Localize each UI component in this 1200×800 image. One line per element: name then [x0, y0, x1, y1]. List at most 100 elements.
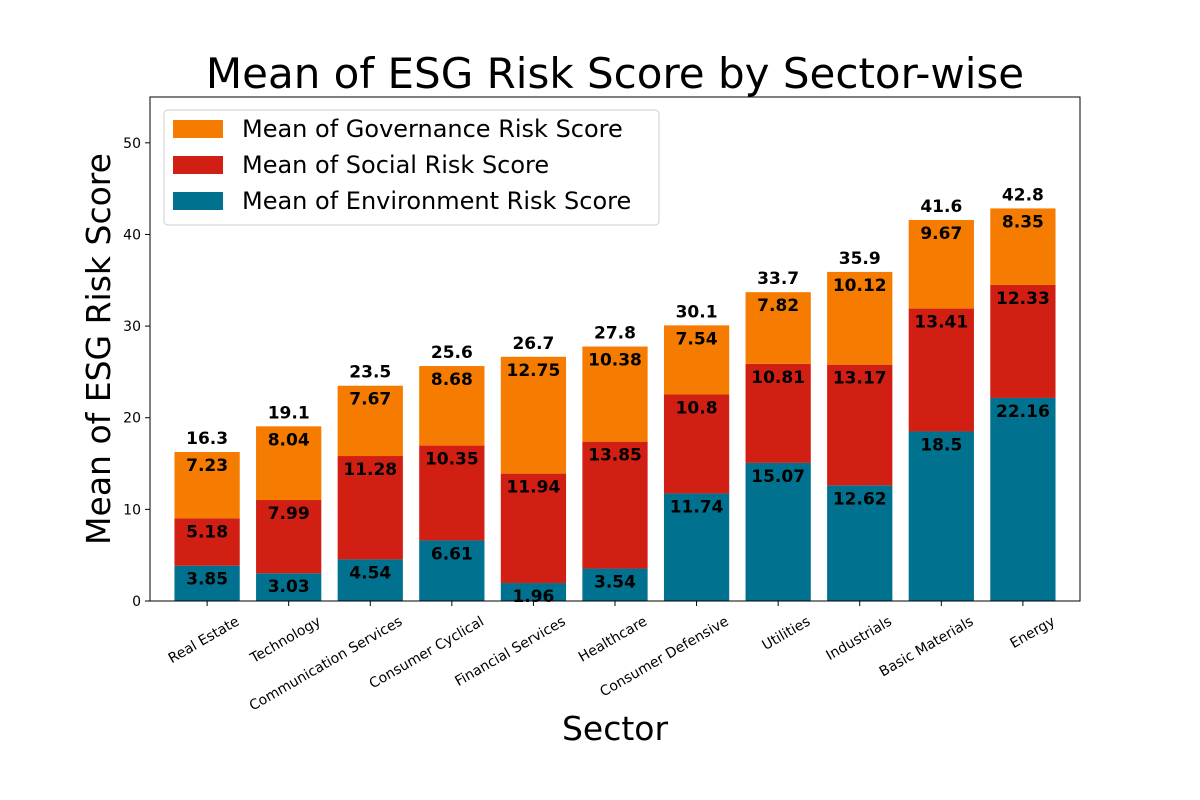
bars-layer: [174, 208, 1056, 601]
bar-segment-social: [174, 518, 240, 566]
segment-value-label: 11.74: [670, 497, 724, 517]
bar-segment-social: [827, 364, 893, 486]
legend: Mean of Governance Risk Score Mean of Soc…: [163, 109, 660, 226]
bar-segment-environment: [908, 431, 974, 601]
y-tick-label: 20: [123, 411, 141, 427]
segment-value-label: 3.54: [594, 573, 636, 593]
segment-value-label: 7.82: [757, 296, 799, 316]
y-tick-label: 30: [123, 319, 141, 335]
segment-value-label: 12.62: [833, 489, 887, 509]
x-tick-label: Technology: [247, 614, 324, 668]
segment-value-label: 10.38: [588, 351, 642, 371]
bar-segment-social: [582, 441, 648, 569]
legend-swatch: [173, 120, 223, 138]
legend-box: [163, 109, 660, 226]
segment-value-label: 10.81: [751, 368, 805, 388]
bar-segment-environment: [256, 573, 322, 601]
bar-segment-social: [500, 473, 567, 584]
y-axis: 0 10 20 30 40 50: [123, 136, 150, 610]
y-tick-label: 50: [123, 136, 141, 152]
bar-segment-governance: [256, 426, 322, 501]
bar-segment-governance: [745, 292, 811, 364]
segment-value-label: 18.5: [920, 435, 962, 455]
chart-title: Mean of ESG Risk Score by Sector-wise: [206, 49, 1024, 98]
bar-segment-social: [990, 284, 1056, 398]
bar-segment-environment: [419, 540, 485, 601]
segment-value-label: 10.8: [676, 398, 718, 418]
bar-segment-social: [337, 456, 403, 560]
bar-segment-social: [908, 308, 974, 432]
segment-value-label: 10.35: [425, 450, 479, 470]
bar-segment-governance: [582, 346, 648, 442]
legend-entry-label: Mean of Environment Risk Score: [242, 187, 631, 215]
x-tick-label: Communication Services: [247, 614, 406, 715]
segment-value-label: 11.28: [343, 460, 397, 480]
labels-layer: 3.85 5.18 7.23 16.3 3.03 7.99 8.04 19.1 4.54 11.2…: [186, 185, 1050, 607]
y-tick-label: 0: [132, 594, 141, 610]
segment-value-label: 7.67: [349, 390, 391, 410]
y-axis-label: Mean of ESG Risk Score: [79, 153, 118, 545]
segment-value-label: 22.16: [996, 402, 1050, 422]
segment-value-label: 12.75: [507, 361, 561, 381]
x-tick-label: Industrials: [824, 614, 895, 664]
bar-segment-environment: [174, 565, 240, 601]
bar-segment-social: [745, 363, 811, 463]
bar-segment-environment: [663, 493, 730, 601]
segment-value-label: 6.61: [431, 544, 473, 564]
legend-swatch: [173, 192, 223, 210]
y-tick-label: 40: [123, 227, 141, 243]
segment-value-label: 15.07: [751, 467, 805, 487]
segment-value-label: 11.94: [507, 478, 561, 498]
legend-swatch: [173, 156, 223, 174]
bar-segment-social: [256, 500, 322, 574]
bar-segment-environment: [745, 462, 811, 601]
bar-total-label: 19.1: [268, 403, 310, 423]
legend-entry-label: Mean of Social Risk Score: [242, 151, 549, 179]
bar-segment-governance: [419, 366, 485, 446]
legend-entry-label: Mean of Governance Risk Score: [242, 115, 623, 143]
bar-segment-environment: [337, 559, 403, 601]
y-tick-label: 10: [123, 502, 141, 518]
bar-total-label: 33.7: [757, 269, 799, 289]
segment-value-label: 3.03: [268, 577, 310, 597]
segment-value-label: 7.54: [676, 329, 718, 349]
segment-value-label: 13.41: [914, 313, 968, 333]
bar-segment-governance: [174, 451, 240, 519]
segment-value-label: 10.12: [833, 276, 887, 296]
x-tick-label: Real Estate: [166, 614, 242, 667]
segment-value-label: 8.04: [268, 430, 310, 450]
segment-value-label: 13.17: [833, 369, 887, 389]
bar-segment-social: [663, 394, 730, 494]
segment-value-label: 13.85: [588, 446, 642, 466]
bar-segment-governance: [500, 356, 567, 474]
segment-value-label: 9.67: [920, 224, 962, 244]
bar-segment-governance: [827, 271, 893, 365]
bar-segment-governance: [337, 385, 403, 457]
bar-total-label: 16.3: [186, 429, 228, 449]
segment-value-label: 3.85: [186, 570, 228, 590]
bar-segment-governance: [990, 208, 1056, 285]
x-tick-label: Healthcare: [576, 614, 650, 666]
bar-total-label: 27.8: [594, 324, 636, 344]
bar-total-label: 42.8: [1002, 185, 1044, 205]
bar-total-label: 35.9: [839, 249, 881, 269]
bar-segment-governance: [663, 325, 730, 395]
segment-value-label: 8.68: [431, 370, 473, 390]
bar-total-label: 26.7: [512, 334, 554, 354]
segment-value-label: 7.23: [186, 456, 228, 476]
segment-value-label: 8.35: [1002, 212, 1044, 232]
bar-total-label: 23.5: [349, 363, 391, 383]
bar-total-label: 30.1: [676, 302, 718, 322]
bar-segment-environment: [582, 568, 648, 601]
segment-value-label: 5.18: [186, 522, 228, 542]
bar-total-label: 25.6: [431, 343, 473, 363]
x-tick-label: Energy: [1007, 614, 1057, 652]
x-tick-label: Utilities: [760, 614, 814, 654]
segment-value-label: 12.33: [996, 289, 1050, 309]
bar-segment-social: [419, 445, 485, 541]
bar-segment-environment: [990, 397, 1056, 601]
segment-value-label: 4.54: [349, 563, 391, 583]
